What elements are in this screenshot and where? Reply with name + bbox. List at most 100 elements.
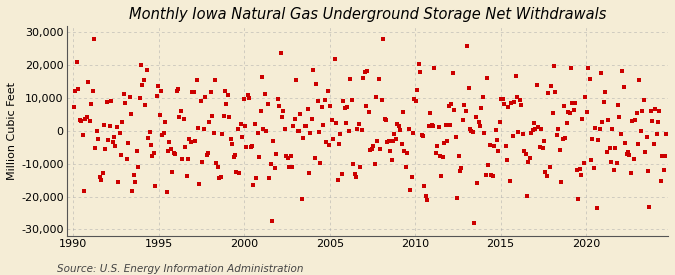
Point [645,109,656,113]
Point [127,189,138,193]
Point [294,129,304,134]
Point [354,122,364,126]
Point [333,142,344,147]
Point [190,139,200,143]
Point [180,145,190,149]
Point [497,97,508,101]
Point [485,142,495,147]
Point [419,183,430,188]
Point [83,80,94,84]
Point [154,113,165,118]
Point [551,133,562,138]
Point [491,138,502,142]
Point [466,129,477,134]
Point [76,119,86,123]
Point [400,165,411,169]
Point [367,147,377,152]
Point [576,173,587,178]
Point [238,96,249,101]
Point [399,149,410,153]
Point [275,51,286,55]
Point [96,178,107,182]
Point [372,139,383,144]
Point [221,102,232,106]
Point [578,161,589,165]
Point [591,206,602,210]
Point [647,119,657,123]
Point [183,156,194,161]
Point [268,139,279,144]
Point [95,175,105,179]
Point [348,162,358,166]
Point [556,180,566,185]
Point [126,112,136,116]
Point [265,162,276,166]
Point [110,144,121,148]
Point [456,166,467,170]
Point [161,190,172,195]
Point [124,95,135,99]
Point [383,139,394,143]
Point [302,107,313,111]
Point [480,173,491,177]
Point [101,100,112,104]
Point [200,95,211,99]
Point [271,152,281,156]
Point [338,99,348,104]
Point [460,109,471,114]
Point [197,160,208,164]
Point [359,70,370,74]
Point [622,150,633,155]
Point [100,147,111,152]
Point [639,98,649,102]
Point [612,161,622,165]
Point [517,132,528,137]
Point [558,104,569,108]
Point [391,137,402,142]
Point [607,127,618,132]
Point [508,134,518,139]
Point [88,37,99,41]
Point [628,156,639,161]
Point [541,174,552,178]
Point [489,144,500,149]
Point [368,143,379,148]
Point [350,174,361,179]
Point [137,83,148,88]
Point [241,145,252,150]
Point [72,59,82,64]
Point [566,66,576,70]
Point [653,120,664,125]
Point [624,153,635,157]
Point [616,132,626,136]
Point [586,158,597,162]
Point [631,111,642,115]
Point [292,129,303,133]
Point [590,126,601,130]
Point [277,114,288,119]
Point [78,189,89,194]
Point [318,123,329,127]
Point [418,134,429,139]
Point [440,122,451,127]
Point [240,124,250,128]
Point [476,106,487,111]
Point [258,127,269,131]
Point [346,97,357,102]
Point [224,114,235,119]
Point [554,148,565,152]
Point [214,175,225,180]
Point [288,124,299,128]
Point [540,170,551,174]
Point [526,131,537,135]
Point [510,73,521,78]
Point [230,153,240,157]
Point [176,109,186,113]
Point [531,83,542,87]
Point [382,140,393,145]
Point [453,154,464,158]
Point [587,137,598,141]
Point [114,131,125,135]
Point [524,156,535,160]
Point [618,84,629,89]
